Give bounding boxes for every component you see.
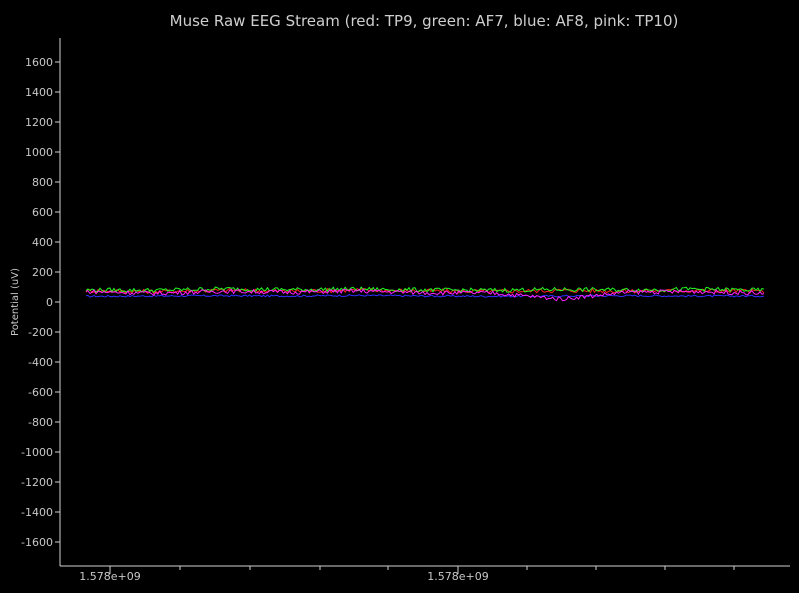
y-tick-label: -600 bbox=[28, 386, 53, 399]
y-axis-label: Potential (uV) bbox=[10, 268, 21, 336]
y-axis: 1600 1400 1200 1000 800 600 400 200 0 -200 -400 -60… bbox=[21, 38, 61, 566]
y-tick-label: 1000 bbox=[25, 146, 53, 159]
y-tick-label: 200 bbox=[32, 266, 53, 279]
y-tick-label: 1400 bbox=[25, 86, 53, 99]
y-tick-label: -400 bbox=[28, 356, 53, 369]
y-tick-label: 1600 bbox=[25, 56, 53, 69]
y-tick-label: 400 bbox=[32, 236, 53, 249]
y-tick-label: -200 bbox=[28, 326, 53, 339]
y-tick-label: -1400 bbox=[21, 506, 53, 519]
y-tick-label: -1600 bbox=[21, 536, 53, 549]
y-tick-label: 1200 bbox=[25, 116, 53, 129]
y-tick-label: 800 bbox=[32, 176, 53, 189]
series-line-af8 bbox=[85, 294, 765, 298]
x-tick-label: 1.578e+09 bbox=[79, 570, 140, 583]
y-tick-label: -1000 bbox=[21, 446, 53, 459]
y-tick-label: -800 bbox=[28, 416, 53, 429]
series-layer bbox=[85, 286, 765, 302]
x-tick-label: 1.578e+09 bbox=[427, 570, 488, 583]
y-tick-label: 0 bbox=[46, 296, 53, 309]
chart-title: Muse Raw EEG Stream (red: TP9, green: AF… bbox=[169, 12, 679, 30]
y-tick-label: -1200 bbox=[21, 476, 53, 489]
y-tick-label: 600 bbox=[32, 206, 53, 219]
x-axis: 1.578e+09 1.578e+09 bbox=[60, 565, 790, 583]
series-line-af7 bbox=[85, 286, 765, 294]
series-line-tp10 bbox=[85, 288, 765, 302]
